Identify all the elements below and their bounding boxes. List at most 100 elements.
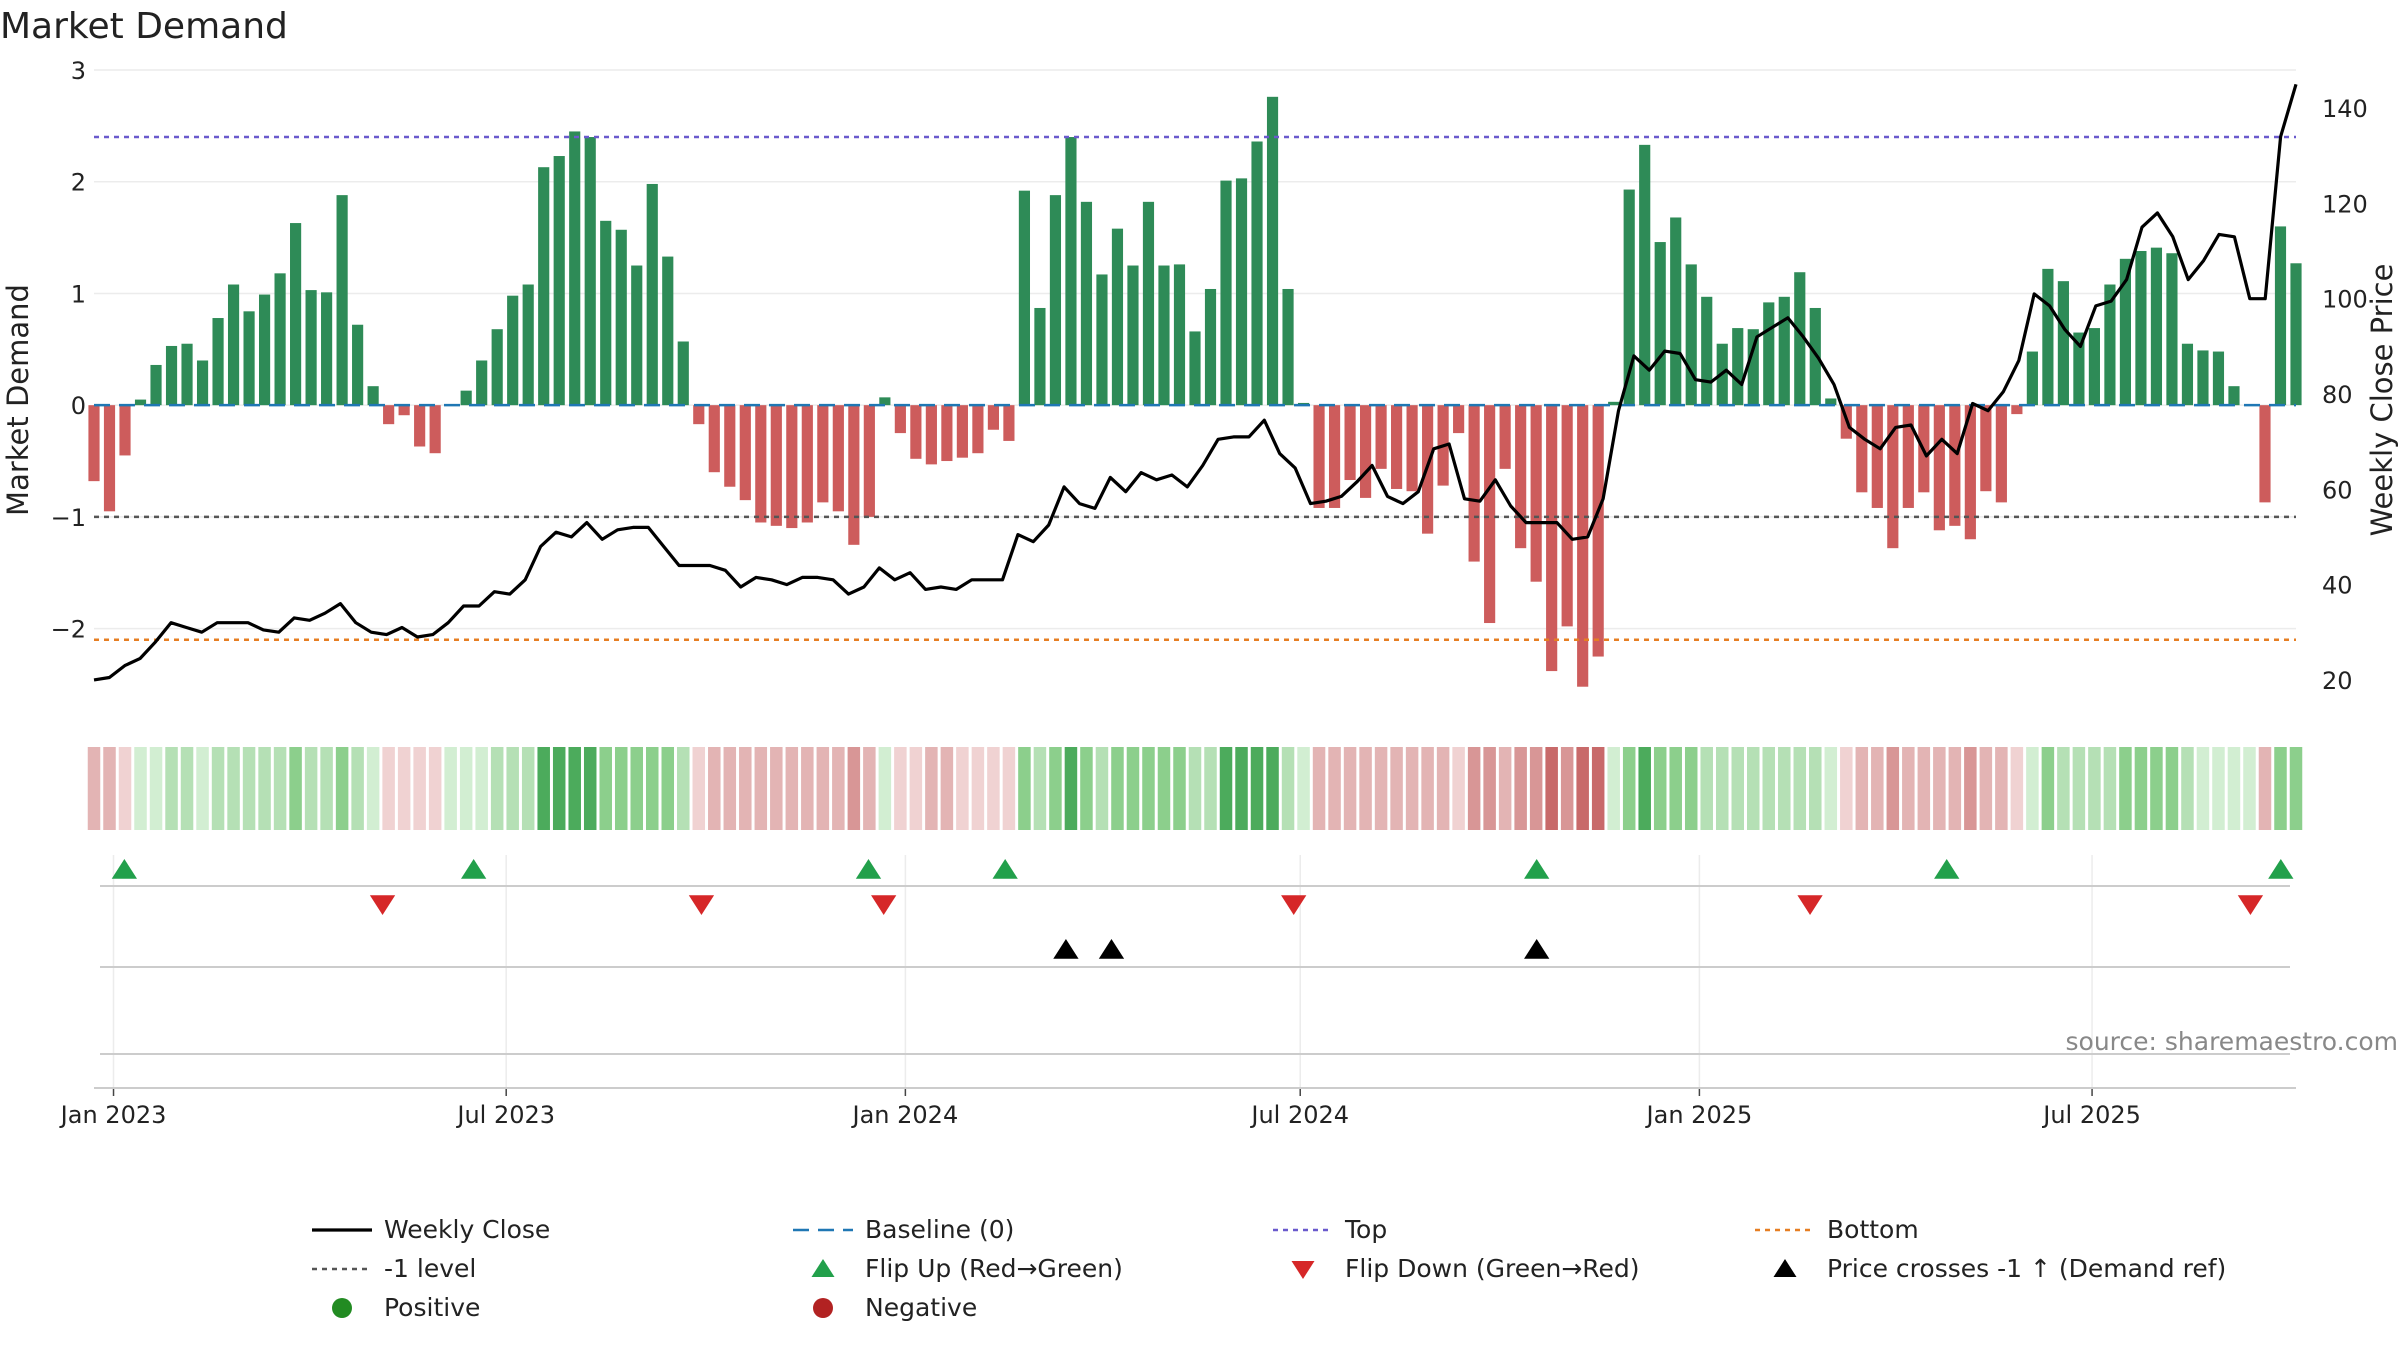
demand-bar xyxy=(1049,195,1062,406)
strip-cell xyxy=(863,747,876,830)
demand-bar xyxy=(1142,201,1155,406)
demand-bar xyxy=(1328,405,1341,508)
demand-bar xyxy=(1003,405,1015,441)
strip-cell xyxy=(1002,747,1016,830)
strip-cell xyxy=(630,747,643,830)
legend-label: Flip Down (Green→Red) xyxy=(1345,1254,1640,1283)
strip-cell xyxy=(1653,747,1667,830)
demand-bar xyxy=(863,405,875,517)
demand-bar xyxy=(2228,386,2240,406)
strip-cell xyxy=(351,747,364,830)
legend-item: Weekly Close xyxy=(312,1215,550,1244)
strip-cell xyxy=(723,747,737,830)
demand-bar xyxy=(1902,405,1914,508)
y-axis-label-right: Weekly Close Price xyxy=(2365,264,2399,537)
source-note: source: sharemaestro.com xyxy=(2066,1027,2399,1056)
strip-cell xyxy=(832,747,845,830)
flip-down-marker xyxy=(1281,895,1307,915)
y-tick-right: 140 xyxy=(2322,95,2368,123)
demand-bar xyxy=(196,360,209,406)
demand-bar xyxy=(321,292,333,406)
strip-cell xyxy=(1871,747,1884,830)
strip-cell xyxy=(770,747,783,830)
demand-bar xyxy=(1235,178,1248,406)
legend: Weekly Close Baseline (0) Top Bottom -1 leve… xyxy=(312,1215,2226,1322)
strip-cell xyxy=(1669,747,1682,830)
legend-label: Flip Up (Red→Green) xyxy=(865,1254,1123,1283)
strip-cell xyxy=(677,747,690,830)
demand-bar xyxy=(584,137,596,406)
demand-bar xyxy=(258,294,271,406)
demand-bar xyxy=(460,390,472,406)
strip-cell xyxy=(289,747,302,830)
reference-lines xyxy=(94,135,2296,642)
strip-cell xyxy=(1591,747,1605,830)
demand-bar xyxy=(1809,307,1821,406)
x-tick-label: Jul 2025 xyxy=(2041,1101,2141,1129)
demand-bar xyxy=(1530,405,1542,582)
grid-lines xyxy=(94,69,2296,1088)
demand-bar xyxy=(1592,405,1604,657)
strip-cell xyxy=(661,747,675,830)
demand-bar xyxy=(290,223,302,406)
strip-cell xyxy=(1173,747,1186,830)
legend-swatch xyxy=(1291,1261,1315,1279)
demand-bar xyxy=(770,405,782,526)
demand-bar xyxy=(2042,268,2054,406)
demand-bar xyxy=(227,284,240,406)
strip-cell xyxy=(2026,747,2039,830)
strip-cell xyxy=(1343,747,1357,830)
legend-swatch xyxy=(1773,1259,1797,1277)
weekly-close-line xyxy=(93,83,2298,682)
strip-cell xyxy=(87,747,101,830)
demand-bar xyxy=(2026,351,2038,406)
demand-bar xyxy=(2088,328,2100,406)
demand-bar xyxy=(212,318,224,406)
strip-cell xyxy=(1715,747,1729,830)
demand-bar xyxy=(2166,253,2178,406)
demand-bar xyxy=(1499,405,1511,469)
y-tick-right: 100 xyxy=(2322,286,2368,314)
flip-up-marker xyxy=(111,859,138,879)
demand-bar xyxy=(1158,265,1170,406)
strip-cell xyxy=(1359,747,1372,830)
demand-bar xyxy=(987,405,999,430)
demand-bar xyxy=(1608,401,1620,406)
strip-cell xyxy=(165,747,178,830)
demand-bar xyxy=(1701,296,1713,406)
strip-cell xyxy=(1421,747,1434,830)
strip-cell xyxy=(940,747,954,830)
strip-cell xyxy=(1204,747,1217,830)
demand-bar xyxy=(1406,405,1418,492)
strip-cell xyxy=(2196,747,2210,830)
strip-cell xyxy=(552,747,566,830)
flip-down-marker xyxy=(369,895,396,915)
strip-cell xyxy=(2088,747,2101,830)
strip-cell xyxy=(180,747,194,830)
demand-bar xyxy=(832,405,844,512)
strip-cell xyxy=(847,747,861,830)
demand-bar xyxy=(1266,96,1279,406)
legend-label: Bottom xyxy=(1827,1215,1919,1244)
legend-label: Negative xyxy=(865,1293,977,1322)
chart-title: Market Demand xyxy=(0,6,288,47)
y-tick-left: −2 xyxy=(51,616,86,644)
strip-cell xyxy=(196,747,209,830)
strip-cell xyxy=(692,747,706,830)
demand-color-strip xyxy=(87,747,2303,830)
strip-cell xyxy=(1964,747,1977,830)
demand-bar xyxy=(1577,405,1589,687)
y-axis-label-left: Market Demand xyxy=(1,284,35,516)
strip-cell xyxy=(1886,747,1900,830)
demand-bar xyxy=(615,229,627,406)
demand-bar xyxy=(1344,405,1356,481)
strip-cell xyxy=(2243,747,2256,830)
strip-cell xyxy=(211,747,225,830)
strip-cell xyxy=(258,747,271,830)
strip-cell xyxy=(1374,747,1388,830)
demand-bar xyxy=(522,284,534,406)
legend-item: Price crosses -1 ↑ (Demand ref) xyxy=(1773,1254,2226,1283)
demand-bar xyxy=(1887,405,1899,549)
demand-bar xyxy=(693,405,705,425)
price-cross-marker xyxy=(1524,939,1550,959)
